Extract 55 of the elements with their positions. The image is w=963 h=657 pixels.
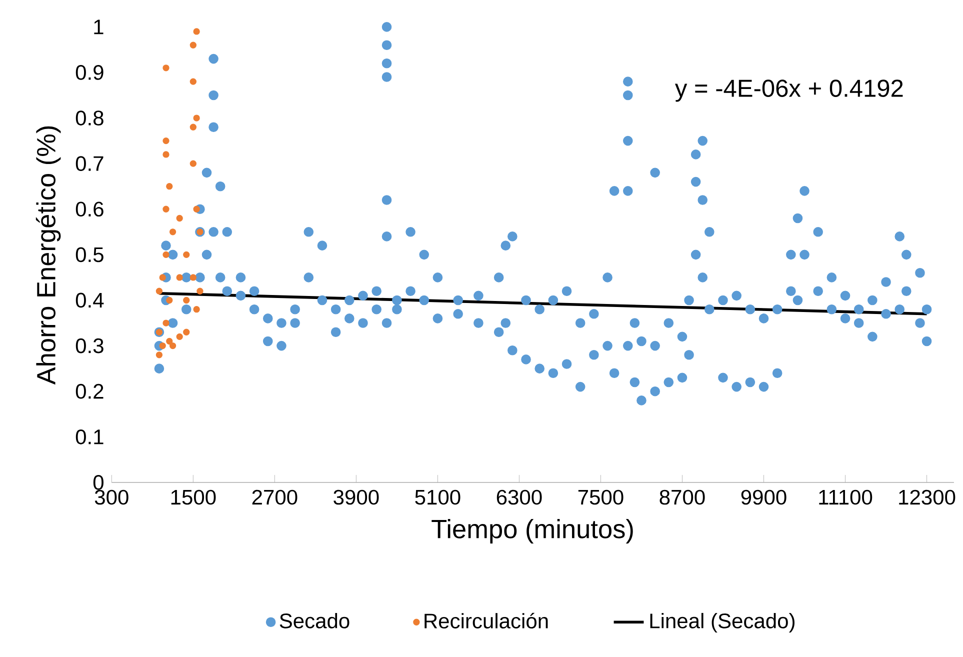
x-tick-label: 8700 xyxy=(660,490,705,505)
point xyxy=(156,352,163,358)
point xyxy=(183,296,190,304)
point xyxy=(193,306,200,313)
x-tick-label: 1500 xyxy=(171,490,216,505)
legend-label: Lineal (Secado) xyxy=(650,612,794,633)
y-tick-label: 0.3 xyxy=(76,338,104,354)
point xyxy=(190,274,196,281)
x-tick-label: 300 xyxy=(94,490,128,505)
x-axis-title: Tiempo (minutos) xyxy=(432,519,633,544)
point xyxy=(190,160,196,167)
legend-label: Recirculación xyxy=(424,612,548,629)
x-tick-label: 9900 xyxy=(741,490,786,505)
y-tick-label: 0.6 xyxy=(76,202,104,217)
y-tick-label: 0.7 xyxy=(76,156,104,172)
point xyxy=(166,183,173,190)
point xyxy=(162,206,170,213)
point xyxy=(183,251,190,258)
legend-label: Secado xyxy=(280,612,350,628)
point xyxy=(162,138,170,144)
point xyxy=(193,28,200,35)
point xyxy=(162,64,170,72)
point xyxy=(190,78,196,85)
y-tick-label: 0.5 xyxy=(76,247,104,262)
y-tick-label: 0.9 xyxy=(76,65,104,80)
x-tick-label: 12300 xyxy=(899,490,956,505)
y-tick-label: 0.4 xyxy=(76,292,104,308)
x-tick-label: 3900 xyxy=(334,490,379,505)
point xyxy=(162,251,170,258)
annotation: y = -4E-06x + 0.4192 xyxy=(674,80,903,102)
point xyxy=(162,320,170,326)
y-tick-label: 0.2 xyxy=(76,384,104,399)
point xyxy=(193,114,200,122)
point xyxy=(156,288,163,294)
point xyxy=(190,42,196,49)
point xyxy=(190,124,196,131)
point xyxy=(196,288,204,294)
y-tick-label: 0.1 xyxy=(76,430,104,444)
point xyxy=(176,333,183,340)
y-tick-label: 0 xyxy=(93,475,104,490)
x-tick-label: 2700 xyxy=(252,490,298,505)
point xyxy=(183,328,190,336)
point xyxy=(169,342,176,350)
x-tick-label: 11100 xyxy=(819,490,872,505)
point xyxy=(169,228,176,236)
y-axis-title: Ahorro Energético (%) xyxy=(36,126,61,385)
y-tick-label: 1 xyxy=(94,20,104,34)
y-tick-label: 0.8 xyxy=(76,110,104,126)
point xyxy=(176,274,183,281)
point xyxy=(162,151,170,158)
x-tick-label: 5100 xyxy=(415,490,460,505)
x-tick-label: 6300 xyxy=(496,490,542,505)
point xyxy=(166,338,173,345)
x-tick-label: 7500 xyxy=(578,490,624,505)
point xyxy=(176,214,183,222)
